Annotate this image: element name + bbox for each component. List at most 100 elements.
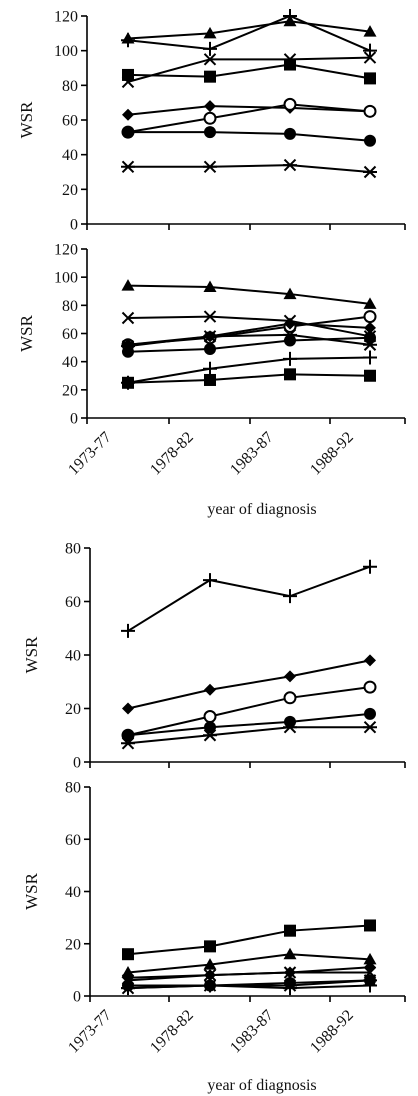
- series-line: [127, 984, 371, 990]
- data-point-circle: [122, 345, 134, 358]
- series-plus: [121, 9, 377, 58]
- data-point-plus: [283, 9, 297, 23]
- y-tick-label: 0: [70, 217, 78, 234]
- y-axis-label: WSR: [17, 101, 36, 139]
- data-point-plus: [283, 589, 297, 604]
- data-point-plus: [283, 351, 297, 366]
- y-tick-label: 20: [62, 182, 78, 199]
- data-point-triangle: [203, 26, 217, 39]
- series-line: [127, 103, 371, 134]
- data-point-triangle: [203, 958, 217, 970]
- series-line: [127, 284, 371, 305]
- series-line: [127, 712, 371, 737]
- data-point-circle: [284, 127, 296, 140]
- data-point-square: [204, 70, 216, 83]
- y-tick-label: 40: [62, 354, 78, 371]
- series-line: [127, 686, 371, 737]
- x-axis-label: year of diagnosis: [207, 501, 316, 518]
- x-tick-label: 1978-82: [147, 1007, 197, 1057]
- data-point-circle-open: [283, 691, 297, 705]
- series-line: [127, 953, 371, 974]
- data-point-asterisk: [203, 729, 217, 742]
- data-point-asterisk: [283, 158, 297, 172]
- data-point-square: [204, 940, 216, 953]
- data-point-plus: [203, 573, 217, 588]
- data-point-triangle: [363, 952, 377, 965]
- data-point-circle-open: [363, 310, 377, 324]
- series-circle: [122, 707, 376, 742]
- data-point-circle: [284, 334, 296, 347]
- data-point-circle-open: [203, 111, 217, 125]
- data-point-circle-open: [283, 97, 297, 111]
- y-tick-label: 80: [62, 298, 78, 315]
- data-point-plus: [121, 623, 135, 638]
- data-point-asterisk: [283, 721, 297, 734]
- y-axis-label: WSR: [22, 636, 41, 674]
- x-tick-label: 1983-87: [227, 1007, 277, 1057]
- y-tick-label: 0: [73, 989, 81, 1006]
- series-line: [127, 356, 371, 384]
- series-line: [127, 726, 370, 745]
- data-point-circle: [204, 721, 216, 734]
- series-triangle: [121, 947, 377, 978]
- data-point-circle: [364, 707, 376, 720]
- series-square: [122, 58, 376, 85]
- data-point-asterisk: [203, 160, 217, 174]
- data-point-circle: [122, 729, 134, 742]
- series-x: [121, 51, 377, 89]
- x-tick-label: 1988-92: [307, 429, 357, 479]
- x-tick-label: 1988-92: [307, 1007, 357, 1057]
- x-tick-label: 1973-77: [65, 429, 115, 479]
- y-tick-label: 20: [65, 936, 81, 953]
- series-line: [127, 924, 371, 956]
- data-point-circle: [122, 126, 134, 139]
- data-point-square: [364, 72, 376, 85]
- data-point-plus: [121, 981, 135, 996]
- data-point-plus: [363, 559, 377, 574]
- y-axis-label: WSR: [22, 872, 41, 910]
- data-point-asterisk: [203, 330, 217, 343]
- data-point-plus: [363, 978, 377, 993]
- series-line: [127, 105, 371, 116]
- data-point-square: [122, 948, 134, 961]
- chart-panel-1: 0 20 40 60 80 100 120 WSR: [17, 9, 406, 234]
- data-point-diamond: [122, 108, 134, 121]
- data-point-asterisk: [363, 165, 377, 179]
- series-square: [122, 368, 376, 389]
- data-point-x: [363, 51, 377, 64]
- data-point-square: [204, 373, 216, 386]
- data-point-triangle: [363, 297, 377, 309]
- data-point-plus: [203, 41, 217, 56]
- y-tick-label: 40: [62, 147, 78, 164]
- data-point-plus: [203, 978, 217, 993]
- y-tick-label: 0: [70, 411, 78, 428]
- data-point-x: [121, 311, 135, 325]
- series-line: [127, 373, 371, 384]
- series-triangle: [121, 14, 377, 44]
- y-tick-label: 80: [65, 541, 81, 558]
- series-triangle: [121, 279, 377, 309]
- data-point-square: [364, 369, 376, 382]
- y-tick-label: 60: [62, 113, 78, 130]
- y-tick-label: 100: [54, 43, 78, 60]
- data-point-asterisk: [121, 160, 135, 174]
- series-line: [127, 659, 371, 710]
- y-tick-label: 20: [65, 701, 81, 718]
- series-line: [128, 164, 371, 173]
- data-point-triangle: [283, 287, 297, 300]
- series-line: [127, 56, 371, 83]
- y-tick-label: 80: [65, 780, 81, 797]
- y-tick-label: 0: [73, 755, 81, 772]
- data-point-diamond: [122, 702, 134, 715]
- data-point-circle-open: [203, 710, 217, 724]
- data-point-diamond: [284, 317, 296, 330]
- data-point-circle: [204, 342, 216, 355]
- series-diamond: [122, 654, 376, 715]
- y-tick-label: 20: [62, 382, 78, 399]
- data-point-plus: [203, 361, 217, 376]
- chart-panel-3: 0 20 40 60 80 WSR: [22, 541, 406, 772]
- series-circle: [122, 331, 376, 358]
- series-line: [128, 131, 371, 142]
- x-tick-label: 1973-77: [65, 1007, 115, 1057]
- y-tick-label: 40: [65, 648, 81, 665]
